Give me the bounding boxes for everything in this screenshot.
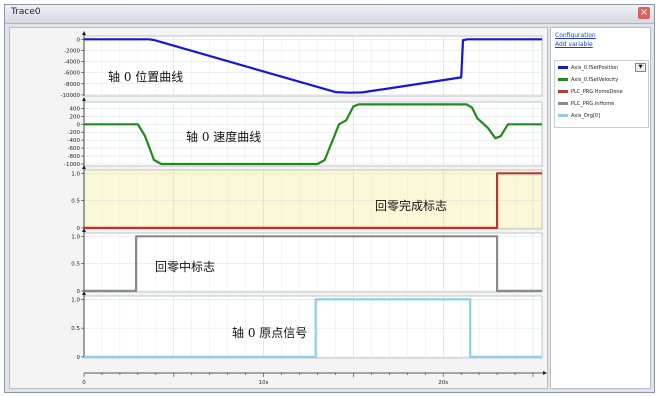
legend-swatch [558, 90, 568, 93]
panel-origin-y-tick-label: 0.5 [71, 326, 80, 332]
trace-window: Trace0 × 0 -2000 -4000 -6000 -8000 -10000 轴 0 … [4, 4, 655, 393]
x-tick-label: 10s [259, 380, 269, 386]
panel-velocity-y-tick-label: 0 [77, 122, 81, 128]
panel-inhome-annotation: 回零中标志 [155, 259, 215, 274]
panel-origin-y-tick-label: 1.0 [71, 297, 80, 303]
panel-inhome-y-tick-label: 0.5 [71, 262, 80, 268]
panel-velocity-background [83, 101, 543, 167]
legend-label: Axis_0.fSetPosition [571, 65, 619, 71]
panel-position-y-tick-label: -6000 [64, 71, 80, 77]
panel-homedone-y-tick-label: 0.5 [71, 199, 80, 205]
panel-origin-background [83, 295, 543, 359]
legend-item[interactable]: PLC_PRG.InHome [558, 99, 614, 109]
panel-position-background [83, 35, 543, 97]
panel-position-annotation: 轴 0 位置曲线 [108, 69, 183, 84]
series-line-homedone [84, 172, 542, 229]
close-icon[interactable]: × [638, 7, 650, 19]
panel-homedone-annotation: 回零完成标志 [375, 198, 447, 213]
legend-label: Axis_Org[0] [571, 113, 601, 119]
panel-position-y-tick-label: -4000 [64, 60, 80, 66]
legend-label: Axis_0.fSetVelocity [571, 77, 619, 83]
configuration-link[interactable]: Configuration [555, 32, 596, 39]
panel-inhome-background [83, 232, 543, 293]
series-line-origin [84, 298, 542, 358]
legend-item[interactable]: Axis_0.fSetPosition [558, 63, 618, 73]
title-bar: Trace0 × [5, 5, 654, 24]
panel-position-y-tick-label: -2000 [64, 48, 80, 54]
panel-origin-y-tick-label: 0 [77, 355, 81, 361]
panel-origin-y-axis-arrow [82, 291, 86, 295]
legend-item[interactable]: Axis_0.fSetVelocity [558, 75, 618, 85]
add-variable-link[interactable]: Add variable [555, 41, 593, 48]
panel-velocity-y-tick-label: -400 [68, 138, 81, 144]
panel-velocity-y-axis-arrow [82, 97, 86, 101]
legend-swatch [558, 66, 568, 69]
x-tick-label: 20s [438, 380, 448, 386]
panel-homedone-y-tick-label: 1.0 [71, 171, 80, 177]
series-line-position [84, 38, 542, 94]
panel-origin-annotation: 轴 0 原点信号 [232, 325, 307, 340]
panel-position-y-tick-label: -8000 [64, 82, 80, 88]
trace-side-panel: Configuration Add variable ▼ Axis_0.fSet… [550, 27, 651, 389]
panel-velocity-y-tick-label: -1000 [64, 162, 80, 168]
panel-homedone-background [83, 169, 543, 230]
legend-swatch [558, 114, 568, 117]
trace-plot-area[interactable]: 0 -2000 -4000 -6000 -8000 -10000 轴 0 位置曲线 400 20… [9, 27, 548, 389]
window-title: Trace0 [11, 7, 41, 17]
x-axis-arrow [543, 371, 547, 375]
legend-swatch [558, 78, 568, 81]
legend-list[interactable]: ▼ Axis_0.fSetPosition Axis_0.fSetVelocity… [554, 60, 649, 128]
panel-velocity-y-tick-label: -600 [68, 146, 81, 152]
series-line-inhome [84, 235, 542, 292]
panel-velocity-y-tick-label: -200 [68, 130, 81, 136]
legend-label: PLC_PRG.InHome [571, 101, 615, 107]
legend-item[interactable]: PLC_PRG.HomeDone [558, 87, 623, 97]
panel-velocity-y-tick-label: 400 [70, 106, 81, 112]
panel-inhome-y-axis-arrow [82, 228, 86, 232]
legend-item[interactable]: Axis_Org[0] [558, 111, 600, 121]
panel-inhome-y-tick-label: 1.0 [71, 234, 80, 240]
panel-velocity-y-tick-label: 200 [70, 114, 81, 120]
panel-position-y-tick-label: 0 [77, 37, 81, 43]
panel-velocity-y-tick-label: -800 [68, 154, 81, 160]
chevron-down-icon[interactable]: ▼ [635, 63, 646, 72]
panel-velocity-annotation: 轴 0 速度曲线 [186, 129, 261, 144]
panel-position-y-axis-arrow [82, 31, 86, 35]
legend-label: PLC_PRG.HomeDone [571, 89, 623, 95]
panel-position-y-tick-label: -10000 [61, 93, 81, 99]
panel-inhome-y-tick-label: 0 [77, 289, 81, 295]
panel-homedone-y-tick-label: 0 [77, 226, 81, 232]
panel-homedone-y-axis-arrow [82, 165, 86, 169]
legend-swatch [558, 102, 568, 105]
x-tick-label: 0 [82, 380, 86, 386]
series-line-velocity [84, 103, 542, 166]
